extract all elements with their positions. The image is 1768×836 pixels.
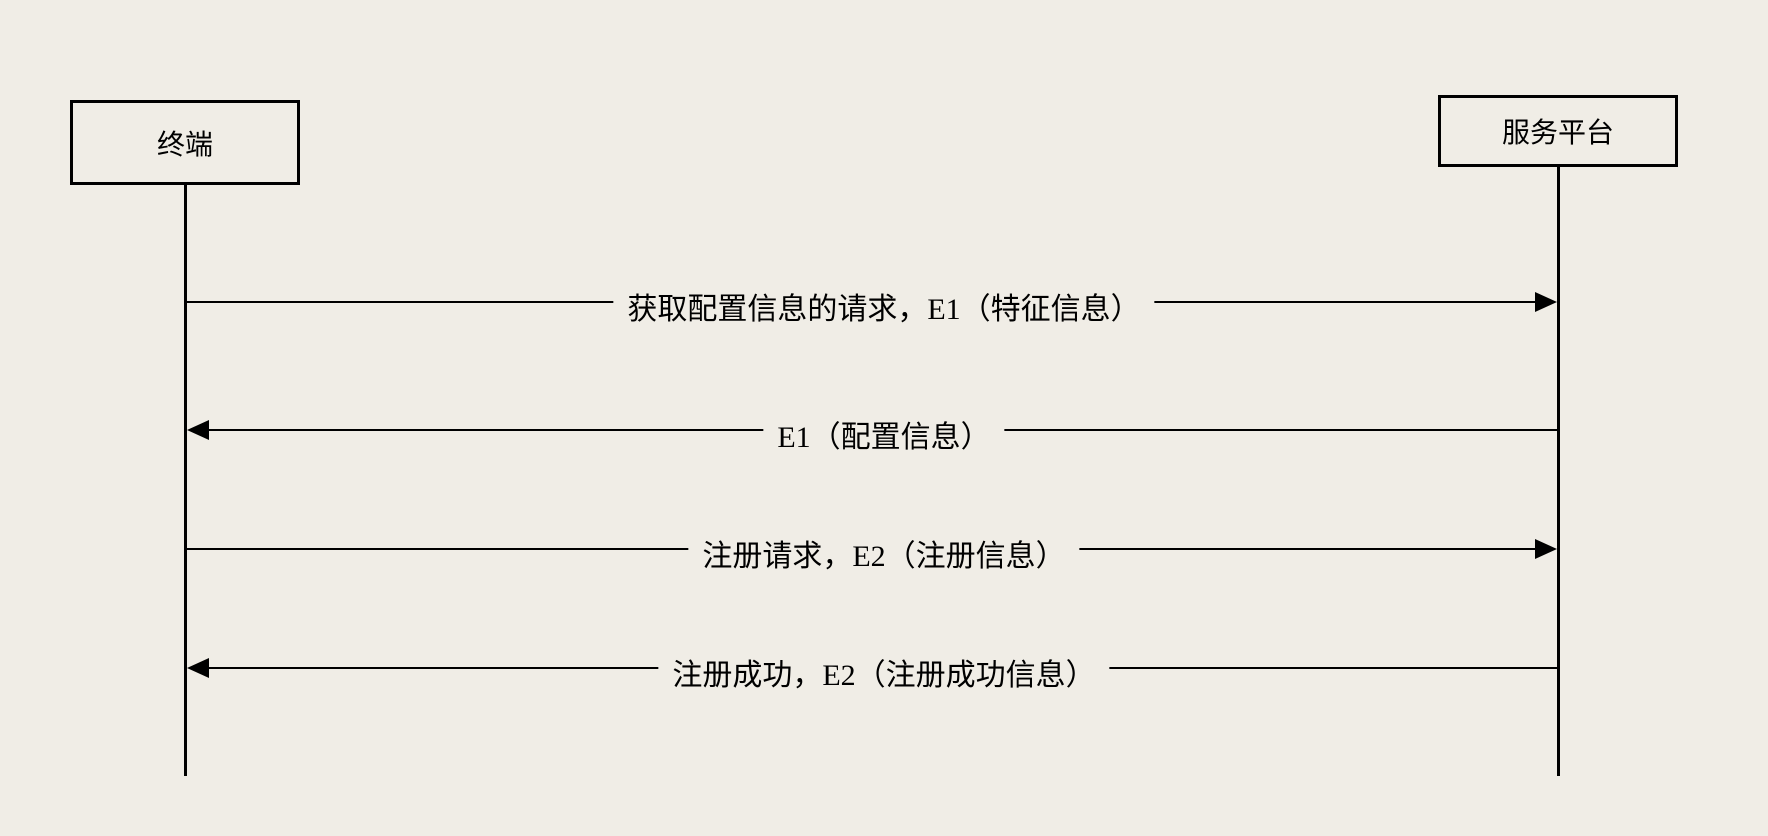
participant-platform-box: 服务平台	[1438, 95, 1678, 167]
message-1-label: 获取配置信息的请求，E1（特征信息）	[613, 284, 1154, 328]
participant-platform-label: 服务平台	[1502, 111, 1614, 151]
message-4-arrowhead	[187, 658, 209, 678]
message-4-label: 注册成功，E2（注册成功信息）	[658, 650, 1109, 694]
lifeline-platform	[1557, 167, 1560, 776]
lifeline-terminal	[184, 185, 187, 776]
participant-terminal-box: 终端	[70, 100, 300, 185]
message-2-label: E1（配置信息）	[763, 412, 1004, 456]
message-2-arrowhead	[187, 420, 209, 440]
message-1-arrowhead	[1535, 292, 1557, 312]
participant-terminal-label: 终端	[157, 123, 213, 163]
message-3-arrowhead	[1535, 539, 1557, 559]
message-3-label: 注册请求，E2（注册信息）	[688, 531, 1079, 575]
sequence-diagram: 终端 服务平台 获取配置信息的请求，E1（特征信息） E1（配置信息） 注册请求…	[0, 0, 1768, 836]
